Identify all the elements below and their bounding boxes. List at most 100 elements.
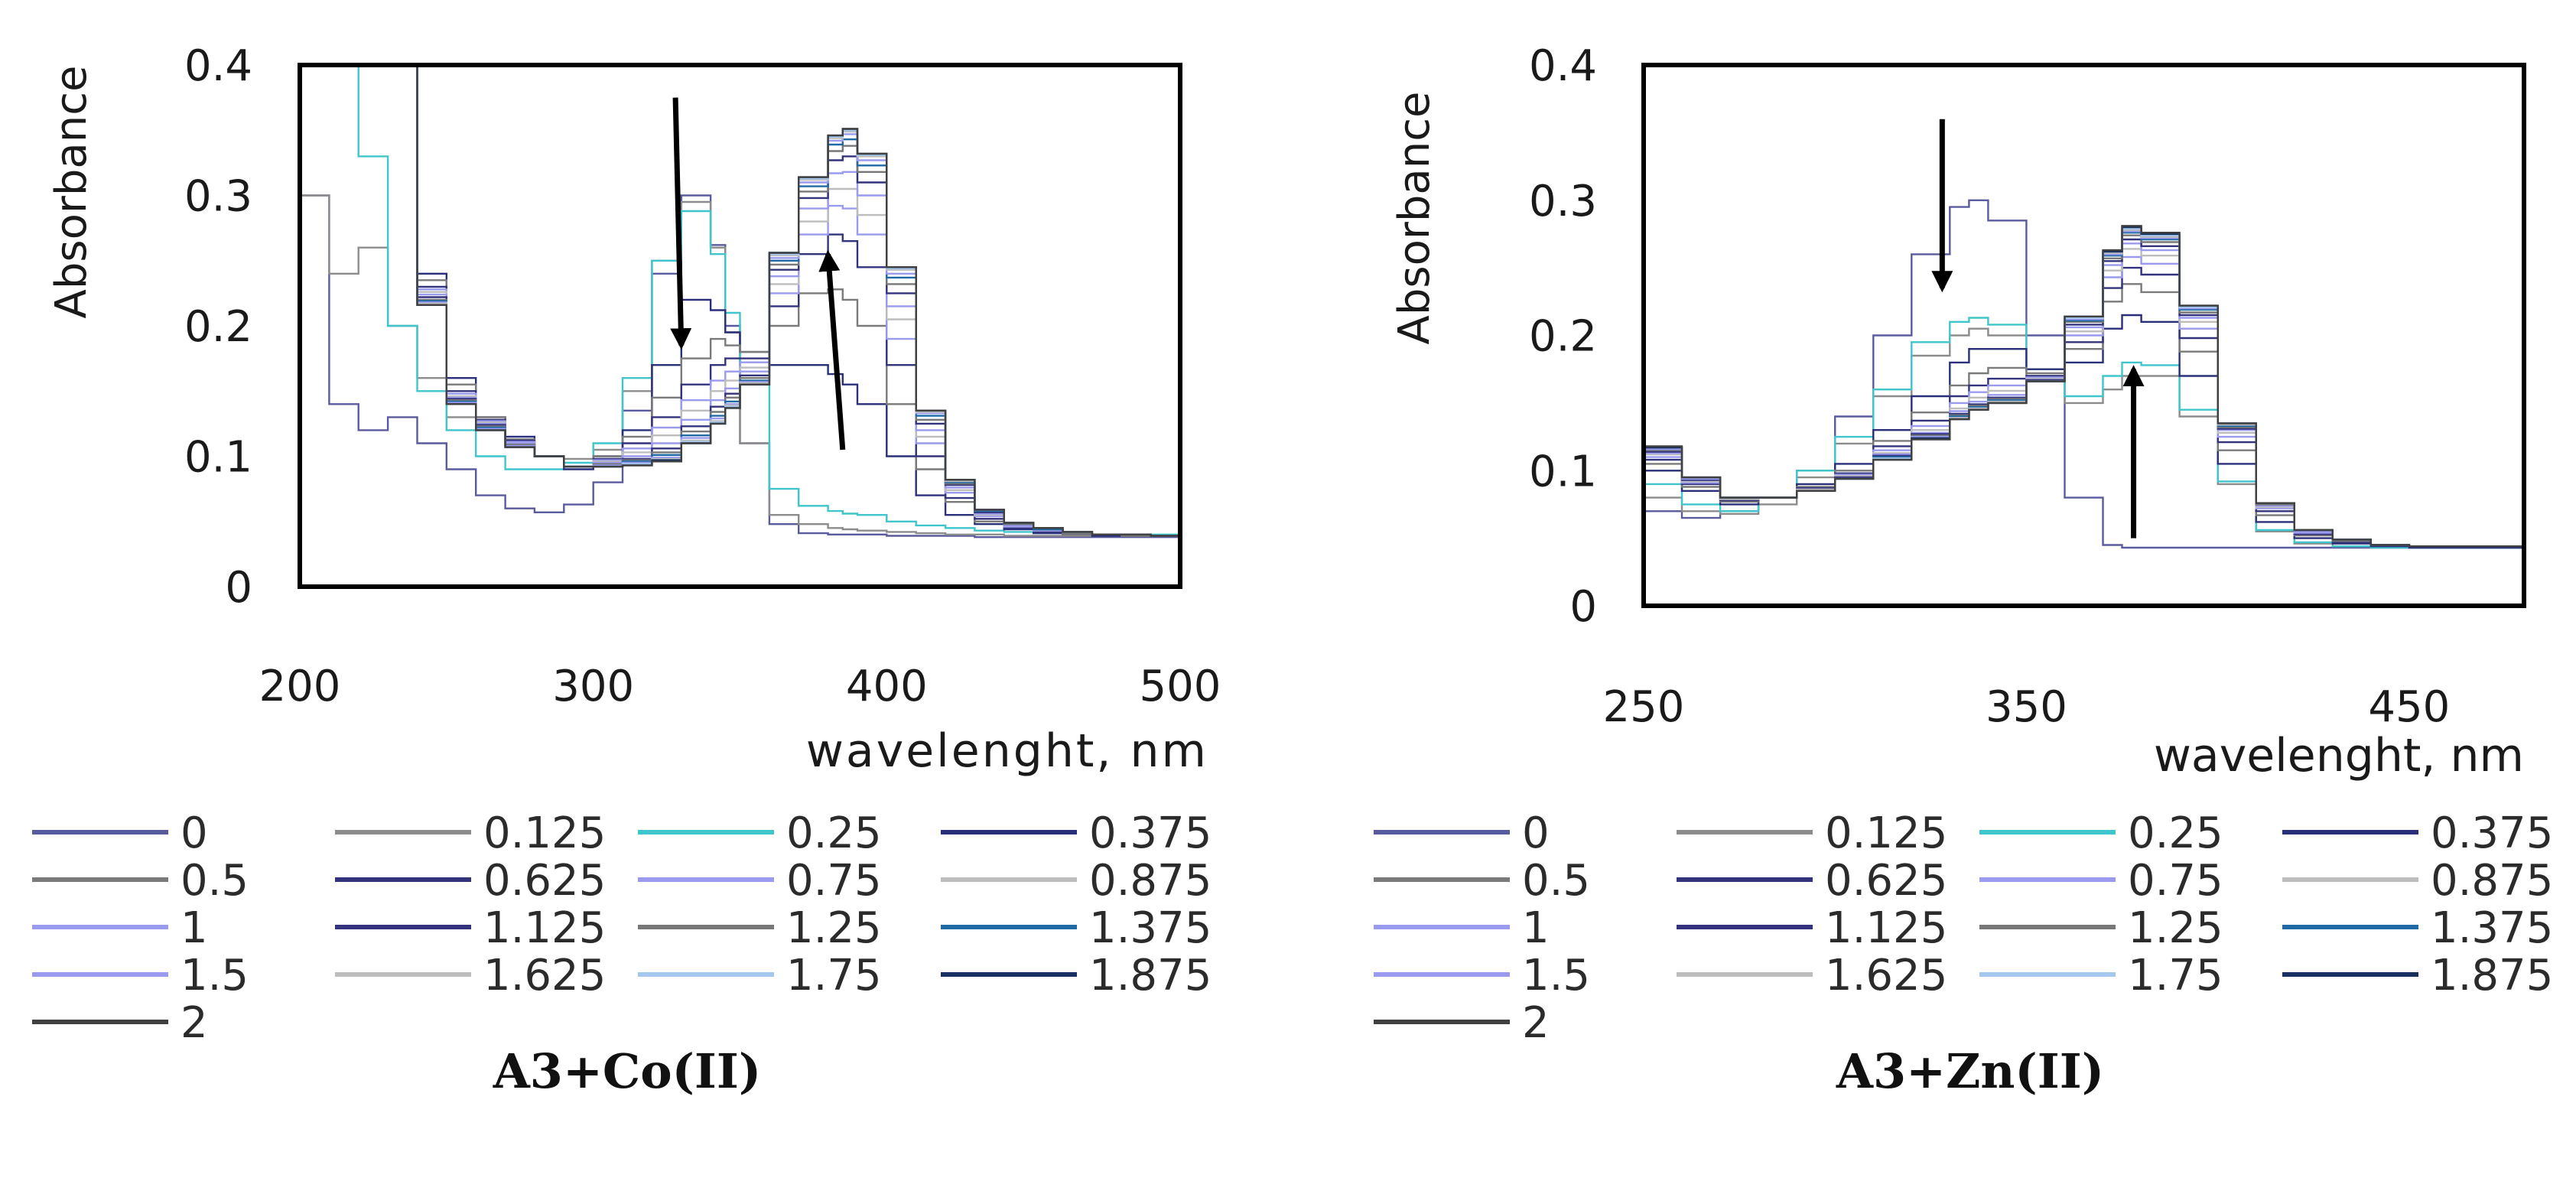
legend-label: 2 [181, 998, 208, 1048]
plot-area [1641, 63, 2526, 608]
legend-label: 0 [1522, 808, 1550, 858]
y-tick-label: 0.3 [1529, 177, 1597, 226]
y-tick-label: 0.4 [1529, 41, 1597, 91]
series-group [300, 65, 1180, 538]
legend-label: 1.25 [2128, 903, 2223, 953]
legend-item: 1.5 [32, 951, 249, 1000]
legend-item: 0.625 [335, 856, 606, 906]
x-axis-title: wavelenght, nm [806, 724, 1208, 778]
legend-label: 1.625 [1825, 951, 1947, 1000]
legend-label: 1.5 [1522, 951, 1590, 1000]
series-line-1.125 [1644, 238, 2524, 548]
y-tick-label: 0 [225, 563, 252, 613]
legend-item: 2 [1374, 998, 1550, 1048]
legend-label: 1.125 [483, 903, 606, 953]
legend-label: 0.875 [1089, 856, 1212, 906]
legend-item: 1.625 [1677, 951, 1947, 1000]
series-line-1 [300, 65, 1180, 537]
series-group [1644, 199, 2524, 549]
legend-item: 0 [1374, 808, 1550, 858]
legend-item: 1.125 [335, 903, 606, 953]
legend-item: 0.75 [638, 856, 882, 906]
series-line-2 [300, 65, 1180, 537]
series-line-1.25 [300, 65, 1180, 537]
legend-item: 1.375 [2282, 903, 2553, 953]
legend-label: 0.75 [786, 856, 882, 906]
legend-label: 1.625 [483, 951, 606, 1000]
y-axis-title: Absorbance [1390, 92, 1439, 345]
legend-item: 0.375 [941, 808, 1212, 858]
legend-label: 1.875 [2431, 951, 2553, 1000]
legend-item: 1.25 [1979, 903, 2223, 953]
legend-item: 0.125 [1677, 808, 1947, 858]
legend-item: 1.875 [941, 951, 1212, 1000]
legend-item: 0 [32, 808, 208, 858]
series-line-1.75 [1644, 227, 2524, 548]
series-line-1.625 [1644, 229, 2524, 548]
legend-item: 0.375 [2282, 808, 2553, 858]
legend-item: 1.75 [638, 951, 882, 1000]
series-line-1.5 [1644, 230, 2524, 548]
x-axis-title: wavelenght, nm [2154, 729, 2524, 782]
series-line-1.375 [300, 65, 1180, 537]
legend-item: 0.75 [1979, 856, 2223, 906]
y-tick-label: 0.3 [184, 172, 252, 222]
arrow-up-annotation [818, 249, 846, 451]
series-line-0.125 [1644, 327, 2524, 549]
legend-item: 1.25 [638, 903, 882, 953]
legend-item: 0.125 [335, 808, 606, 858]
legend-label: 1 [1522, 903, 1550, 953]
legend-label: 0.75 [2128, 856, 2223, 906]
legend-item: 0.625 [1677, 856, 1947, 906]
legend-item: 0.25 [638, 808, 882, 858]
legend-label: 0.125 [1825, 808, 1947, 858]
legend-label: 0.625 [1825, 856, 1947, 906]
legend-label: 0.5 [1522, 856, 1590, 906]
series-line-0.25 [1644, 317, 2524, 549]
legend-item: 1.5 [1374, 951, 1590, 1000]
x-tick-label: 350 [1986, 682, 2067, 732]
series-line-1.25 [1644, 234, 2524, 548]
y-tick-label: 0 [1569, 582, 1597, 632]
legend-label: 1.375 [1089, 903, 1212, 953]
legend-item: 1.125 [1677, 903, 1947, 953]
legend-label: 1.875 [1089, 951, 1212, 1000]
y-tick-label: 0.4 [184, 41, 252, 91]
y-tick-label: 0.1 [184, 433, 252, 483]
x-tick-label: 250 [1603, 682, 1685, 732]
chart-panel-zn: 0 0.1 0.2 0.3 0.4 250 350 450 Absorbance waveleng… [1374, 41, 2553, 1099]
legend-label: 0.25 [786, 808, 882, 858]
series-line-0.75 [300, 65, 1180, 537]
y-axis-title: Absorbance [47, 66, 96, 319]
y-tick-label: 0.2 [184, 302, 252, 352]
legend-item: 1.75 [1979, 951, 2223, 1000]
legend-item: 0.5 [1374, 856, 1590, 906]
series-line-0 [300, 194, 1180, 538]
legend-label: 0.875 [2431, 856, 2553, 906]
x-tick-label: 450 [2368, 682, 2450, 732]
series-line-1.375 [1644, 232, 2524, 548]
x-tick-label: 300 [552, 662, 634, 711]
plot-area [298, 63, 1182, 589]
legend-label: 0.25 [2128, 808, 2223, 858]
legend-label: 0.375 [2431, 808, 2553, 858]
legend-item: 0.5 [32, 856, 249, 906]
series-line-0 [1644, 199, 2524, 549]
legend-label: 1 [181, 903, 208, 953]
legend-label: 2 [1522, 998, 1550, 1048]
x-tick-label: 500 [1140, 662, 1221, 711]
y-tick-label: 0.2 [1529, 312, 1597, 362]
legend-item: 1.875 [2282, 951, 2553, 1000]
legend-item: 0.875 [2282, 856, 2553, 906]
series-line-2 [1644, 225, 2524, 548]
x-tick-label: 200 [259, 662, 341, 711]
figure-caption: A3+Co(II) [493, 1043, 762, 1099]
legend-label: 1.75 [2128, 951, 2223, 1000]
legend-label: 1.375 [2431, 903, 2553, 953]
legend-item: 1.625 [335, 951, 606, 1000]
series-line-0.5 [1644, 283, 2524, 548]
series-line-0.375 [1644, 314, 2524, 549]
